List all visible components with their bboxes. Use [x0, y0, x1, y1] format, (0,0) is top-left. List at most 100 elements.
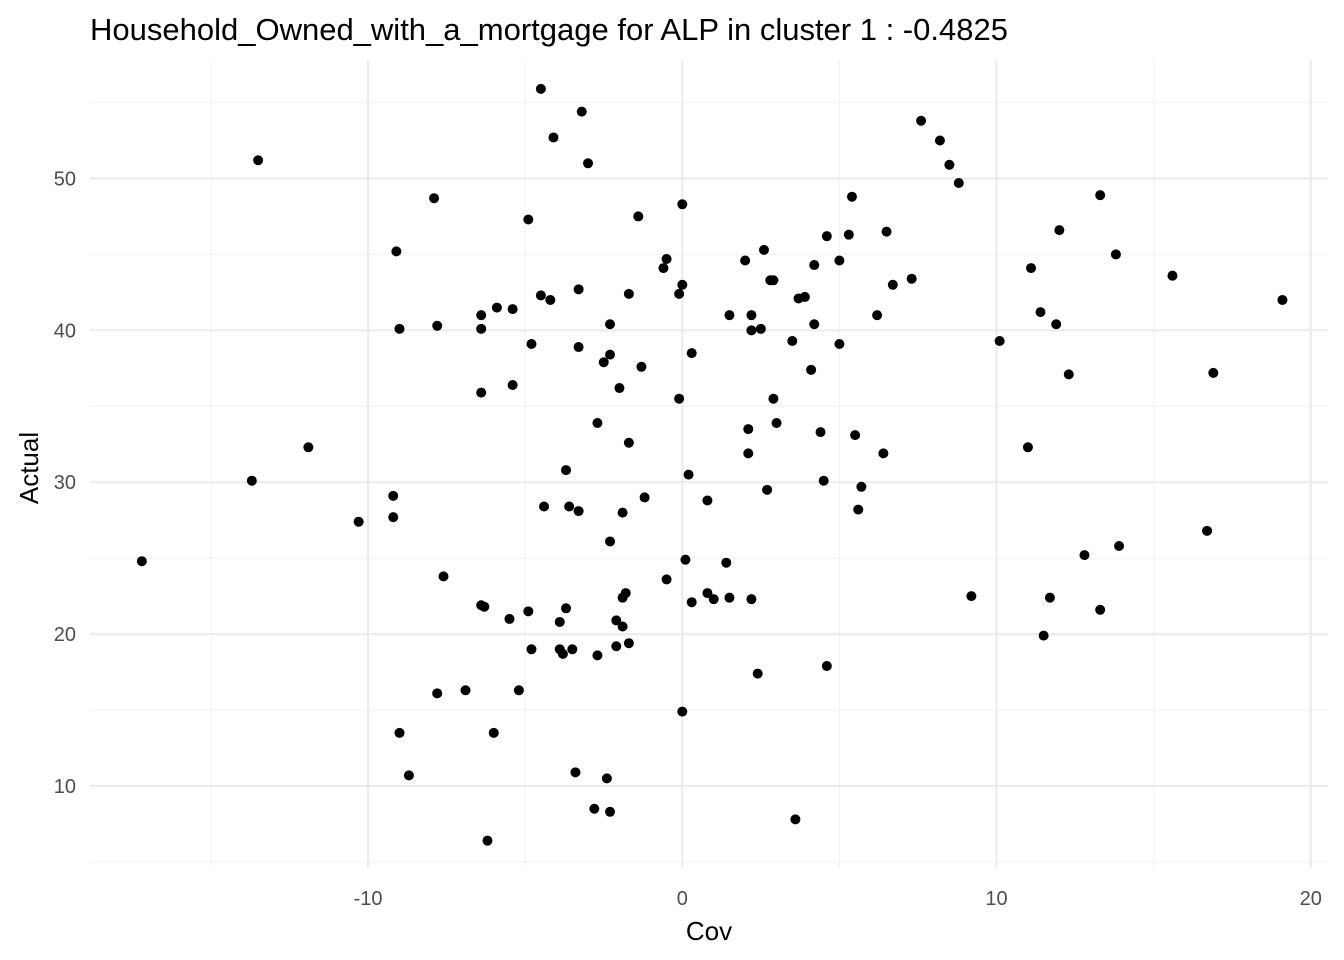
data-points	[136, 83, 1288, 846]
data-point	[752, 668, 763, 679]
data-point	[488, 727, 499, 738]
data-point	[523, 606, 534, 617]
data-point	[746, 310, 757, 321]
data-point	[768, 393, 779, 404]
data-point	[1026, 263, 1037, 274]
data-point	[944, 159, 955, 170]
data-point	[677, 199, 688, 210]
data-point	[605, 349, 616, 360]
data-point	[526, 339, 537, 350]
data-point	[507, 380, 518, 391]
chart-title: Household_Owned_with_a_mortgage for ALP …	[90, 12, 1008, 47]
data-point	[573, 506, 584, 517]
data-point	[1035, 307, 1046, 318]
data-point	[758, 244, 769, 255]
data-point	[966, 591, 977, 602]
data-point	[887, 279, 898, 290]
data-point	[605, 319, 616, 330]
data-point	[762, 484, 773, 495]
data-point	[394, 727, 405, 738]
data-point	[583, 158, 594, 169]
data-point	[253, 155, 264, 166]
data-point	[683, 469, 694, 480]
data-point	[576, 106, 587, 117]
data-point	[526, 644, 537, 655]
data-point	[403, 770, 414, 781]
data-point	[806, 364, 817, 375]
data-point	[432, 320, 443, 331]
data-point	[636, 361, 647, 372]
data-point	[561, 465, 572, 476]
data-point	[771, 417, 782, 428]
y-tick-label: 10	[54, 776, 76, 798]
data-point	[507, 304, 518, 315]
data-point	[790, 814, 801, 825]
data-point	[605, 536, 616, 547]
data-point	[674, 288, 685, 299]
data-point	[589, 803, 600, 814]
data-point	[934, 135, 945, 146]
data-point	[1202, 525, 1213, 536]
data-point	[1167, 270, 1178, 281]
data-point	[1044, 592, 1055, 603]
data-point	[598, 357, 609, 368]
data-point	[535, 83, 546, 94]
data-point	[708, 594, 719, 605]
data-point	[809, 319, 820, 330]
y-axis-tick-labels: 10 20 30 40 50	[54, 168, 76, 798]
data-point	[818, 475, 829, 486]
data-point	[856, 481, 867, 492]
data-point	[633, 211, 644, 222]
data-point	[686, 348, 697, 359]
data-point	[561, 603, 572, 614]
data-point	[570, 767, 581, 778]
y-tick-label: 20	[54, 624, 76, 646]
data-point	[554, 616, 565, 627]
data-point	[391, 246, 402, 257]
data-point	[674, 393, 685, 404]
data-point	[460, 685, 471, 696]
minor-gridlines	[90, 60, 1328, 868]
data-point	[564, 501, 575, 512]
data-point	[592, 417, 603, 428]
data-point	[573, 342, 584, 353]
data-point	[639, 492, 650, 503]
data-point	[1095, 604, 1106, 615]
data-point	[476, 310, 487, 321]
data-point	[821, 231, 832, 242]
data-point	[677, 279, 688, 290]
data-point	[1038, 630, 1049, 641]
data-point	[136, 556, 147, 567]
data-point	[535, 290, 546, 301]
data-point	[611, 641, 622, 652]
data-point	[605, 806, 616, 817]
data-point	[539, 501, 550, 512]
data-point	[1054, 225, 1065, 236]
data-point	[491, 302, 502, 313]
data-point	[906, 273, 917, 284]
data-point	[740, 255, 751, 266]
data-point	[482, 835, 493, 846]
data-point	[658, 263, 669, 274]
data-point	[623, 638, 634, 649]
x-axis-title: Cov	[686, 916, 732, 946]
data-point	[1079, 550, 1090, 561]
data-point	[617, 621, 628, 632]
data-point	[438, 571, 449, 582]
data-point	[850, 430, 861, 441]
data-point	[548, 132, 559, 143]
data-point	[479, 601, 490, 612]
data-point	[1051, 319, 1062, 330]
data-point	[1022, 442, 1033, 453]
data-point	[768, 275, 779, 286]
data-point	[721, 557, 732, 568]
data-point	[303, 442, 314, 453]
data-point	[592, 650, 603, 661]
data-point	[661, 253, 672, 264]
data-point	[353, 516, 364, 527]
major-gridlines	[90, 60, 1328, 868]
data-point	[623, 288, 634, 299]
data-point	[1277, 294, 1288, 305]
